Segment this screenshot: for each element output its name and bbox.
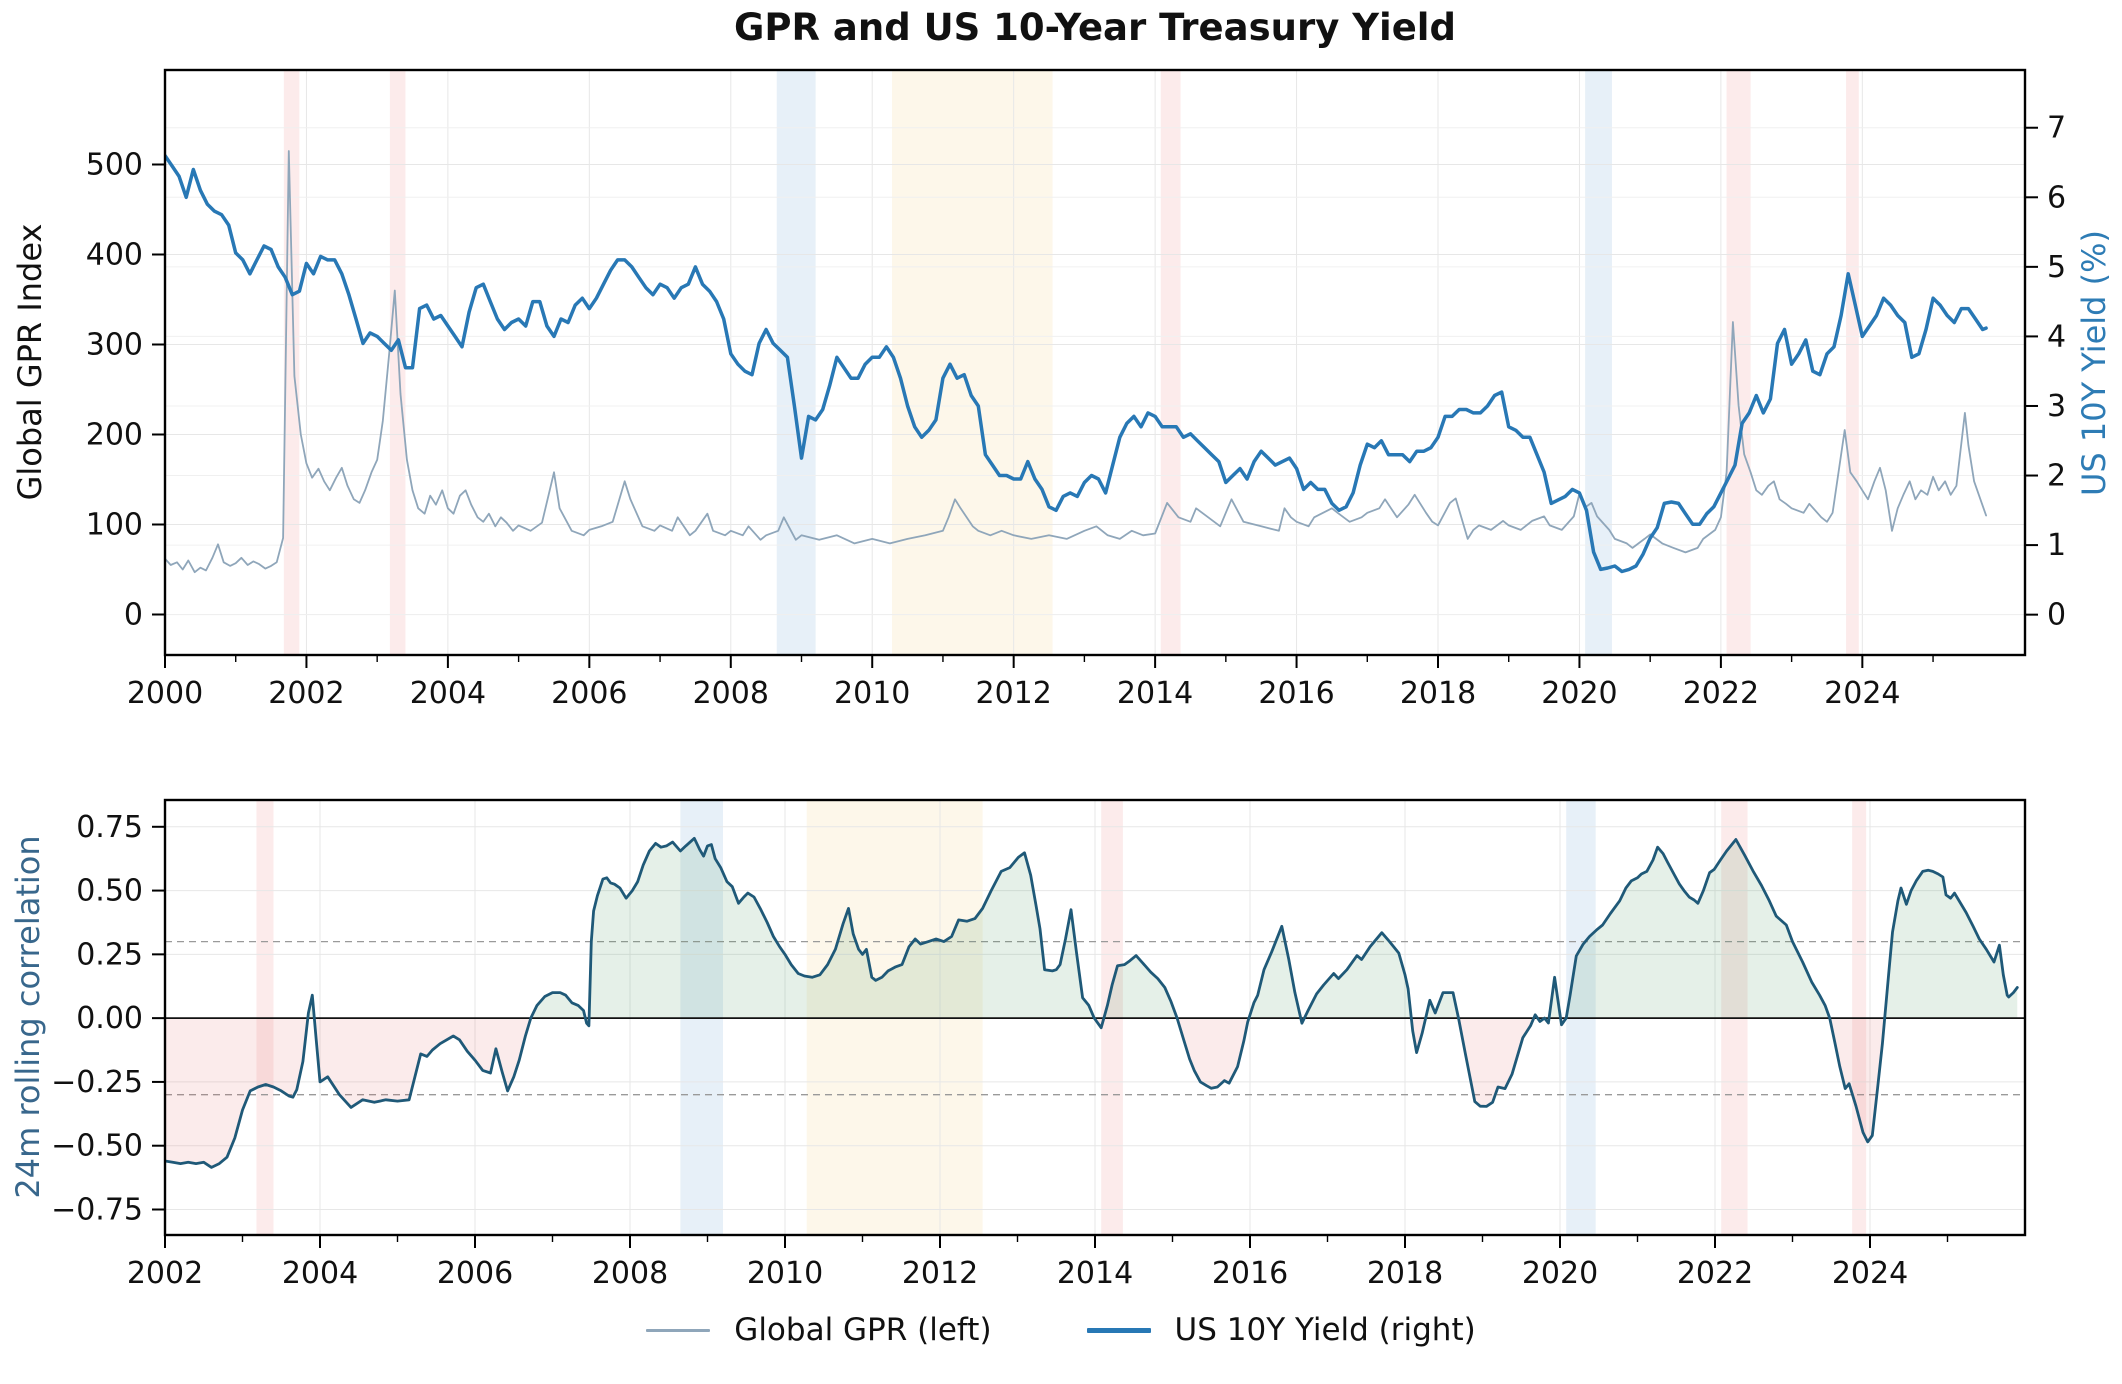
panel-top: 2000 2002 2004 2006 2008 2010 2012 2014 2016 2018… [86, 68, 2066, 711]
x-tick-label: 2002 [268, 676, 344, 711]
y-tick-label: 0.00 [76, 1001, 143, 1036]
event-band-pink [1846, 70, 1859, 655]
gridlines [165, 70, 2025, 655]
x-tick-label: 2020 [1541, 676, 1617, 711]
x-tick-label: 2008 [592, 1256, 668, 1291]
x-tick-label: 2024 [1824, 676, 1900, 711]
chart-title: GPR and US 10-Year Treasury Yield [734, 6, 1456, 49]
y-tick-label: 200 [86, 418, 143, 453]
x-tick-label: 2018 [1400, 676, 1476, 711]
x-tick-label: 2006 [551, 676, 627, 711]
event-band-pink [389, 70, 406, 655]
y2-tick-label: 4 [2047, 319, 2066, 354]
series-line-top-1 [165, 153, 1988, 574]
y-tick-label: 0 [124, 598, 143, 633]
axis-ticks: 2000 2002 2004 2006 2008 2010 2012 2014 2016 2018… [86, 111, 2066, 711]
negative-correlation-area [165, 1018, 2018, 1168]
y2-tick-label: 5 [2047, 250, 2066, 285]
x-tick-label: 2016 [1258, 676, 1334, 711]
y2-tick-label: 7 [2047, 111, 2066, 146]
y-tick-label: 300 [86, 328, 143, 363]
y2-tick-label: 6 [2047, 180, 2066, 215]
event-band-pink [1726, 70, 1751, 655]
y-tick-label: 0.75 [76, 810, 143, 845]
y2-tick-label: 3 [2047, 389, 2066, 424]
x-tick-label: 2010 [834, 676, 910, 711]
legend: Global GPR (left) US 10Y Yield (right) [0, 1312, 2122, 1348]
y-tick-label: 0.25 [76, 937, 143, 972]
y-tick-label: −0.50 [51, 1129, 143, 1164]
panel-bottom: 2002 2004 2006 2008 2010 2012 2014 2016 2018 2020… [51, 798, 2027, 1291]
left-axis-label: Global GPR Index [11, 223, 49, 501]
x-tick-label: 2014 [1117, 676, 1193, 711]
y-tick-label: 500 [86, 148, 143, 183]
gpr-line-swatch [646, 1328, 711, 1332]
y2-tick-label: 0 [2047, 598, 2066, 633]
x-tick-label: 2008 [693, 676, 769, 711]
panel-frame [163, 68, 2027, 657]
x-tick-label: 2004 [410, 676, 486, 711]
x-tick-label: 2022 [1677, 1256, 1753, 1291]
legend-label-gpr: Global GPR (left) [734, 1312, 992, 1348]
event-band-yellow [892, 70, 1053, 655]
axis-ticks: 2002 2004 2006 2008 2010 2012 2014 2016 2018 2020… [51, 810, 1949, 1291]
y-tick-label: −0.75 [51, 1192, 143, 1227]
x-tick-label: 2012 [975, 676, 1051, 711]
x-tick-label: 2002 [127, 1256, 203, 1291]
event-band-blue [1585, 70, 1612, 655]
x-tick-label: 2004 [282, 1256, 358, 1291]
x-tick-label: 2000 [127, 676, 203, 711]
x-tick-label: 2018 [1367, 1256, 1443, 1291]
gridlines [165, 800, 2025, 1235]
y2-tick-label: 2 [2047, 459, 2066, 494]
legend-item-yield: US 10Y Yield (right) [1086, 1312, 1476, 1348]
x-tick-label: 2012 [902, 1256, 978, 1291]
legend-item-gpr: Global GPR (left) [646, 1312, 992, 1348]
x-tick-label: 2024 [1832, 1256, 1908, 1291]
x-tick-label: 2006 [437, 1256, 513, 1291]
legend-label-yield: US 10Y Yield (right) [1174, 1312, 1476, 1348]
event-bands [283, 70, 1859, 655]
series-line-bottom-0 [165, 836, 2019, 1169]
yield-line-swatch [1086, 1327, 1151, 1333]
event-band-pink [1160, 70, 1181, 655]
correlation-axis-label: 24m rolling correlation [9, 835, 47, 1199]
y-tick-label: 100 [86, 508, 143, 543]
x-tick-label: 2014 [1057, 1256, 1133, 1291]
x-tick-label: 2016 [1212, 1256, 1288, 1291]
y2-tick-label: 1 [2047, 528, 2066, 563]
y-tick-label: 400 [86, 238, 143, 273]
positive-correlation-area [307, 838, 2018, 1019]
event-band-blue [776, 70, 816, 655]
y-tick-label: −0.25 [51, 1065, 143, 1100]
x-tick-label: 2020 [1522, 1256, 1598, 1291]
y-tick-label: 0.50 [76, 874, 143, 909]
right-axis-label: US 10Y Yield (%) [2075, 229, 2113, 497]
series-line-top-0 [165, 150, 1987, 574]
x-tick-label: 2022 [1683, 676, 1759, 711]
x-tick-label: 2010 [747, 1256, 823, 1291]
